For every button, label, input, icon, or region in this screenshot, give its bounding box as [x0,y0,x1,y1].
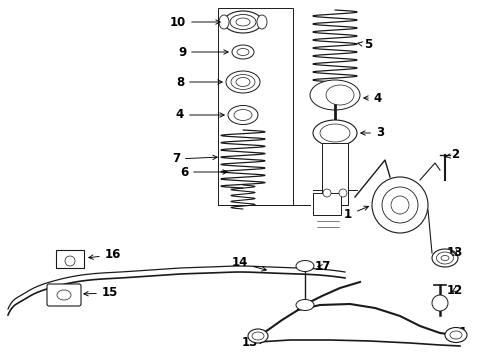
Ellipse shape [445,328,467,342]
Text: 13: 13 [242,336,264,348]
Text: 17: 17 [315,261,331,274]
Circle shape [432,295,448,311]
Ellipse shape [313,120,357,146]
Text: 6: 6 [180,166,227,179]
Ellipse shape [237,49,249,55]
Ellipse shape [236,18,250,26]
Ellipse shape [320,124,350,142]
Text: 8: 8 [176,76,222,89]
Bar [56,250,84,268]
Text: 4: 4 [364,91,382,104]
Ellipse shape [310,80,360,110]
Ellipse shape [224,11,262,33]
Ellipse shape [432,249,458,267]
Text: 3: 3 [361,126,384,139]
Bar [322,143,348,205]
Ellipse shape [226,71,260,93]
Ellipse shape [296,300,314,310]
Text: 4: 4 [176,108,224,122]
Text: 5: 5 [358,39,372,51]
Circle shape [391,196,409,214]
Circle shape [372,177,428,233]
Circle shape [339,189,347,197]
Text: 12: 12 [447,284,463,297]
Text: 10: 10 [170,15,220,28]
Ellipse shape [228,105,258,125]
Ellipse shape [296,261,314,271]
Text: 1: 1 [344,206,368,221]
Ellipse shape [219,15,229,29]
Text: 9: 9 [178,45,228,58]
Ellipse shape [232,45,254,59]
FancyBboxPatch shape [47,284,81,306]
Text: 14: 14 [232,256,267,271]
Bar [313,193,341,215]
Ellipse shape [326,85,354,105]
Circle shape [323,189,331,197]
Ellipse shape [252,332,264,340]
Text: 7: 7 [172,153,217,166]
Ellipse shape [248,329,268,343]
Text: 13: 13 [447,246,463,258]
Ellipse shape [437,252,454,264]
Ellipse shape [450,331,462,339]
Text: 16: 16 [89,248,121,261]
Bar [218,8,293,205]
Text: 2: 2 [445,148,459,162]
Ellipse shape [257,15,267,29]
Circle shape [382,187,418,223]
Ellipse shape [230,14,256,30]
Text: 15: 15 [84,287,118,300]
Text: 11: 11 [452,327,468,339]
